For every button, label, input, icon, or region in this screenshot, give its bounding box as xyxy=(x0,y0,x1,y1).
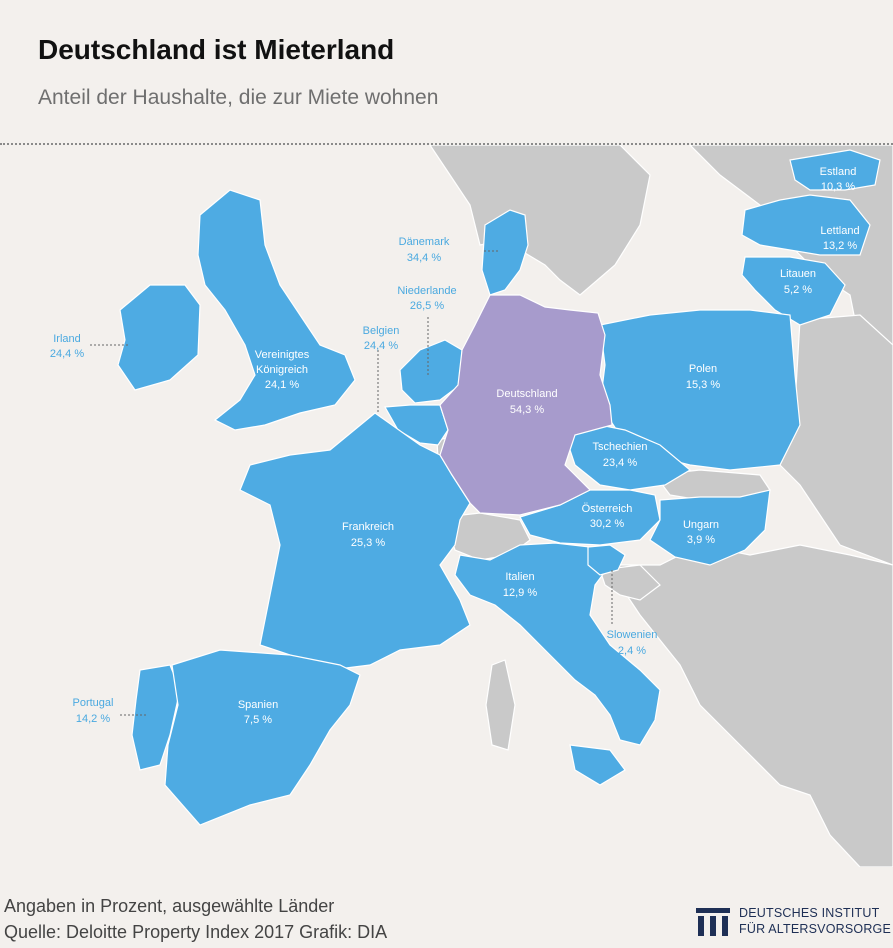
other-land xyxy=(429,145,893,867)
page-title: Deutschland ist Mieterland xyxy=(38,34,395,65)
label-spanien-value: 7,5 % xyxy=(244,714,272,726)
label-deutschland-name: Deutschland xyxy=(496,388,557,400)
label-tschechien-value: 23,4 % xyxy=(603,457,637,469)
leader-lines xyxy=(90,250,613,716)
croatia-land xyxy=(599,564,661,601)
highlighted-countries xyxy=(117,149,881,826)
label-spanien-name: Spanien xyxy=(238,699,278,711)
dotted-divider xyxy=(0,143,893,145)
label-tschechien-name: Tschechien xyxy=(592,441,647,453)
label-litauen-value: 5,2 % xyxy=(784,284,812,296)
columns-icon xyxy=(696,908,730,936)
label-uk-name-2: Königreich xyxy=(256,364,308,376)
label-slowenien-value: 2,4 % xyxy=(618,645,646,657)
daenemark-shape xyxy=(481,209,529,296)
label-irland-name: Irland xyxy=(53,333,81,345)
slowenien-shape xyxy=(587,544,626,576)
label-litauen-name: Litauen xyxy=(780,268,816,280)
page-subtitle: Anteil der Haushalte, die zur Miete wohn… xyxy=(38,86,439,109)
estland-shape xyxy=(789,149,881,191)
litauen-shape xyxy=(741,256,846,326)
label-uk-name-1: Vereinigtes xyxy=(255,349,310,361)
irland-shape xyxy=(117,284,201,391)
label-ungarn-name: Ungarn xyxy=(683,519,719,531)
italien-shape xyxy=(454,542,661,746)
sizilien-shape xyxy=(569,744,626,786)
map: Estland 10,3 % Lettland 13,2 % Litauen 5… xyxy=(0,145,893,867)
label-ungarn-value: 3,9 % xyxy=(687,534,715,546)
label-italien-name: Italien xyxy=(505,571,534,583)
country-labels: Estland 10,3 % Lettland 13,2 % Litauen 5… xyxy=(50,166,860,726)
label-belgien-name: Belgien xyxy=(363,325,400,337)
balkans-land xyxy=(598,544,893,867)
brand-line-1: DEUTSCHES INSTITUT xyxy=(739,906,880,920)
label-portugal-value: 14,2 % xyxy=(76,713,110,725)
dia-logo: DEUTSCHES INSTITUT FÜR ALTERSVORSORGE xyxy=(696,906,892,942)
label-italien-value: 12,9 % xyxy=(503,587,537,599)
brand-line-2: FÜR ALTERSVORSORGE xyxy=(739,922,892,936)
label-estland-name: Estland xyxy=(820,166,857,178)
label-niederlande-value: 26,5 % xyxy=(410,300,444,312)
footnote-source: Quelle: Deloitte Property Index 2017 Gra… xyxy=(4,922,388,942)
label-oesterreich-value: 30,2 % xyxy=(590,518,624,530)
lettland-shape xyxy=(741,194,871,256)
tschechien-shape xyxy=(564,424,692,491)
label-frankreich-value: 25,3 % xyxy=(351,537,385,549)
label-slowenien-name: Slowenien xyxy=(607,629,658,641)
spanien-shape xyxy=(164,649,361,826)
europe-map: Estland 10,3 % Lettland 13,2 % Litauen 5… xyxy=(50,145,893,867)
label-niederlande-name: Niederlande xyxy=(397,285,456,297)
uk-shape xyxy=(197,189,356,431)
label-uk-value: 24,1 % xyxy=(265,379,299,391)
label-irland-value: 24,4 % xyxy=(50,348,84,360)
label-portugal-name: Portugal xyxy=(73,697,114,709)
belarus-ukraine-land xyxy=(779,314,893,566)
label-lettland-name: Lettland xyxy=(820,225,859,237)
label-oesterreich-name: Österreich xyxy=(582,503,633,515)
label-polen-value: 15,3 % xyxy=(686,379,720,391)
corsica-sardinia-land xyxy=(485,659,516,751)
scandinavia-land xyxy=(429,145,651,296)
label-belgien-value: 24,4 % xyxy=(364,340,398,352)
label-frankreich-name: Frankreich xyxy=(342,521,394,533)
label-daenemark-name: Dänemark xyxy=(399,236,450,248)
footnote-note: Angaben in Prozent, ausgewählte Länder xyxy=(4,896,335,916)
frankreich-shape xyxy=(239,412,471,671)
deutschland-shape xyxy=(439,294,613,516)
label-lettland-value: 13,2 % xyxy=(823,240,857,252)
header: Deutschland ist Mieterland Anteil der Ha… xyxy=(0,0,893,145)
label-polen-name: Polen xyxy=(689,363,717,375)
label-deutschland-value: 54,3 % xyxy=(510,404,544,416)
label-estland-value: 10,3 % xyxy=(821,181,855,193)
label-daenemark-value: 34,4 % xyxy=(407,252,441,264)
footer: Angaben in Prozent, ausgewählte Länder Q… xyxy=(0,868,893,948)
ungarn-shape xyxy=(649,489,771,566)
